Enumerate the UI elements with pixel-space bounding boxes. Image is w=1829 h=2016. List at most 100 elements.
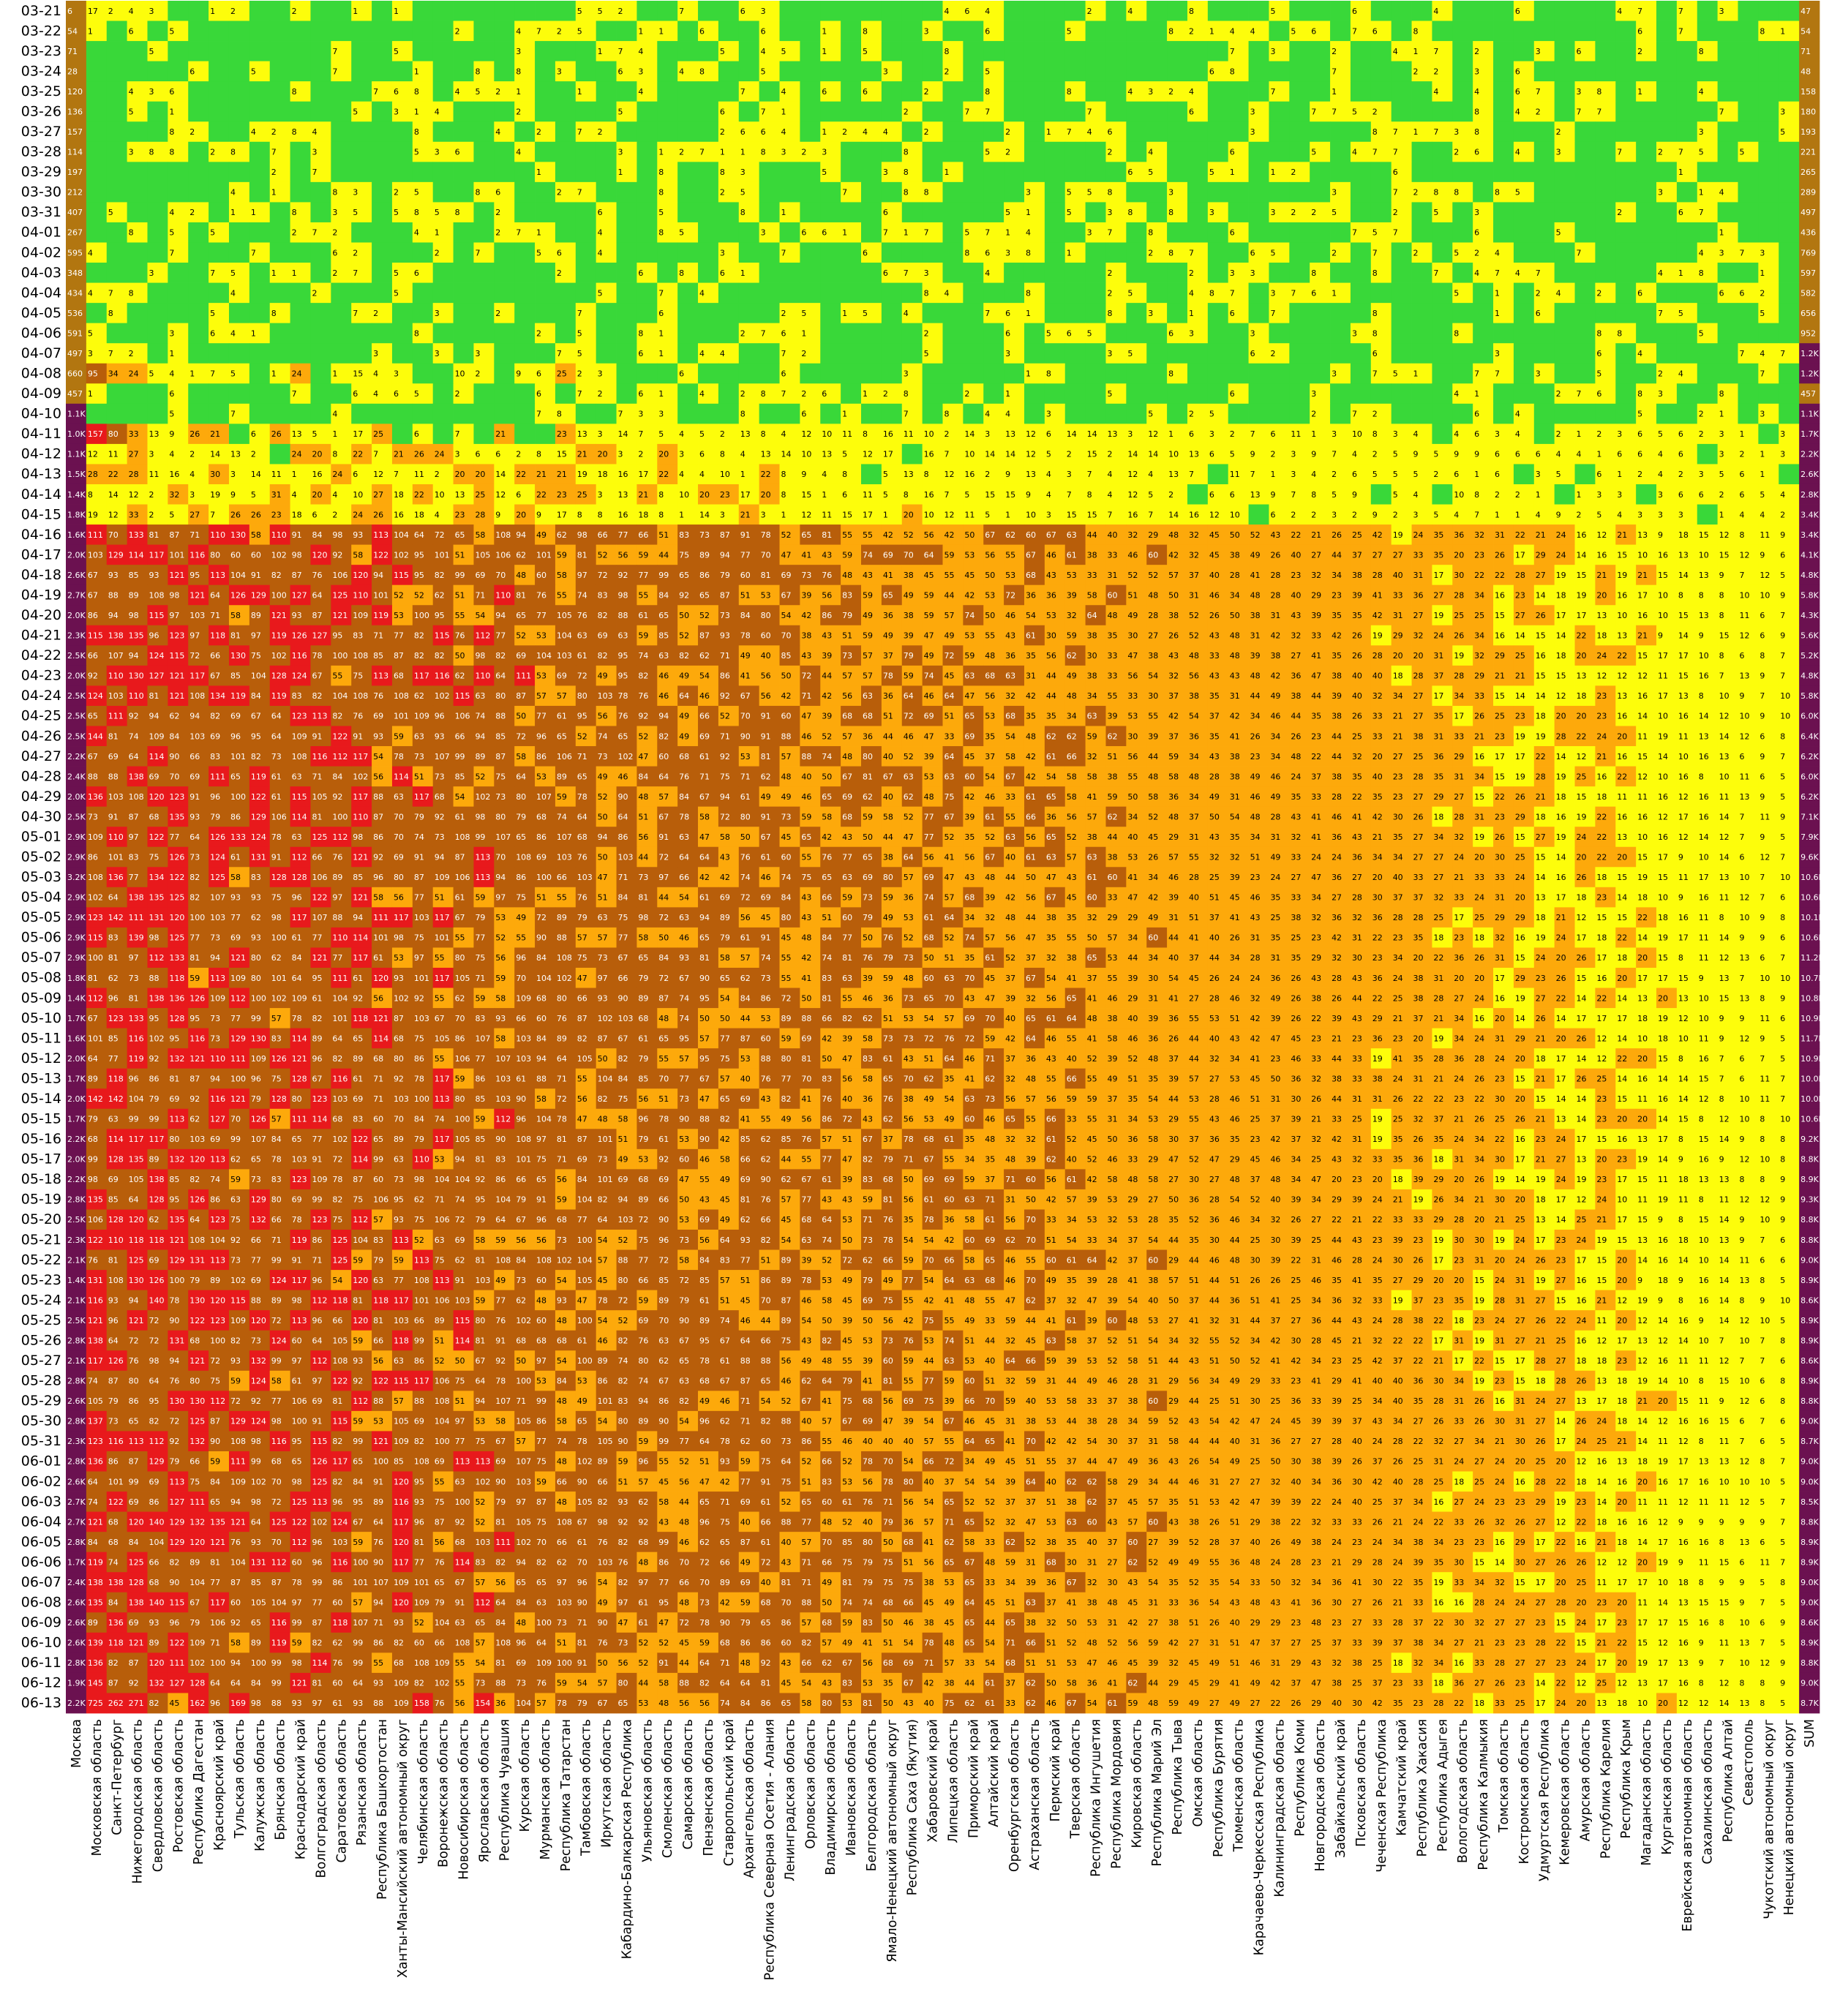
heatmap-cell	[1533, 41, 1555, 62]
heatmap-cell	[1044, 202, 1066, 223]
heatmap-cell	[1799, 81, 1820, 102]
heatmap-cell	[453, 242, 474, 263]
heatmap-cell	[1697, 81, 1719, 102]
heatmap-cell	[596, 263, 617, 283]
heatmap-cell	[1126, 141, 1147, 162]
heatmap-cell	[1452, 162, 1473, 183]
heatmap-cell	[698, 242, 719, 263]
heatmap-cell	[1310, 343, 1331, 364]
heatmap-cell	[1779, 20, 1800, 42]
heatmap-cell	[983, 383, 1004, 405]
heatmap-cell	[331, 141, 352, 162]
heatmap-cell	[209, 121, 230, 143]
heatmap-cell	[391, 81, 413, 102]
heatmap-cell	[310, 61, 331, 82]
heatmap-cell	[1248, 141, 1269, 162]
heatmap-cell	[841, 1, 862, 21]
heatmap-cell	[290, 403, 311, 424]
heatmap-cell	[310, 41, 331, 62]
heatmap-cell	[1636, 363, 1657, 384]
heatmap-cell	[1370, 101, 1392, 122]
heatmap-cell	[127, 81, 148, 102]
heatmap-cell	[269, 242, 290, 263]
heatmap-cell	[269, 222, 290, 243]
heatmap-cell	[738, 121, 760, 143]
heatmap-cell	[820, 20, 841, 42]
heatmap-cell	[1656, 81, 1678, 102]
heatmap-cell	[922, 41, 943, 62]
heatmap-cell	[1574, 61, 1596, 82]
heatmap-cell	[1452, 41, 1473, 62]
heatmap-cell	[269, 443, 290, 464]
heatmap-cell	[228, 424, 250, 445]
heatmap-cell	[1105, 81, 1127, 102]
heatmap-cell	[432, 1, 454, 21]
heatmap-cell	[1085, 61, 1106, 82]
heatmap-cell	[188, 282, 209, 304]
heatmap-cell	[290, 101, 311, 122]
heatmap-cell	[228, 61, 250, 82]
heatmap-cell	[657, 141, 678, 162]
heatmap-cell	[1738, 20, 1759, 42]
heatmap-cell	[1248, 383, 1269, 405]
heatmap-cell	[820, 202, 841, 223]
heatmap-cell	[636, 303, 658, 324]
heatmap-cell	[1432, 141, 1453, 162]
heatmap-cell	[800, 263, 821, 283]
heatmap-cell	[1738, 1, 1759, 21]
heatmap-cell	[1452, 343, 1473, 364]
heatmap-cell	[453, 263, 474, 283]
heatmap-cell	[1167, 61, 1188, 82]
heatmap-cell	[514, 323, 536, 344]
heatmap-cell	[228, 20, 250, 42]
heatmap-cell	[616, 61, 637, 82]
heatmap-cell	[1004, 263, 1025, 283]
heatmap-cell	[575, 81, 597, 102]
heatmap-cell	[1513, 162, 1535, 183]
heatmap-cell	[1207, 20, 1229, 42]
heatmap-cell	[800, 20, 821, 42]
heatmap-cell	[453, 181, 474, 203]
heatmap-cell	[1167, 343, 1188, 364]
heatmap-cell	[1228, 101, 1249, 122]
heatmap-cell	[1167, 141, 1188, 162]
heatmap-cell	[596, 181, 617, 203]
heatmap-cell	[86, 61, 108, 82]
heatmap-cell	[147, 121, 168, 143]
heatmap-cell	[1717, 303, 1738, 324]
heatmap-cell	[1167, 263, 1188, 283]
heatmap-cell	[1779, 282, 1800, 304]
heatmap-cell	[1432, 20, 1453, 42]
heatmap-cell	[1330, 141, 1351, 162]
heatmap-cell	[1167, 303, 1188, 324]
heatmap-cell	[1330, 20, 1351, 42]
heatmap-cell	[1044, 303, 1066, 324]
heatmap-cell	[1473, 323, 1494, 344]
heatmap-cell	[575, 222, 597, 243]
heatmap-cell	[1779, 121, 1800, 143]
heatmap-cell	[698, 181, 719, 203]
heatmap-cell	[1513, 141, 1535, 162]
heatmap-cell	[1656, 61, 1678, 82]
heatmap-cell	[535, 424, 556, 445]
heatmap-cell	[1085, 363, 1106, 384]
heatmap-cell	[1574, 323, 1596, 344]
heatmap-cell	[1574, 263, 1596, 283]
heatmap-cell	[1758, 202, 1779, 223]
heatmap-cell	[1187, 181, 1209, 203]
heatmap-cell	[1207, 303, 1229, 324]
heatmap-cell	[575, 101, 597, 122]
heatmap-cell	[1310, 20, 1331, 42]
heatmap-cell	[738, 242, 760, 263]
heatmap-cell	[1615, 343, 1637, 364]
heatmap-cell	[1411, 141, 1432, 162]
heatmap-cell	[168, 61, 189, 82]
heatmap-cell	[616, 303, 637, 324]
heatmap-cell	[514, 202, 536, 223]
heatmap-cell	[310, 1, 331, 21]
heatmap-cell	[1697, 222, 1719, 243]
heatmap-cell	[841, 282, 862, 304]
heatmap-cell	[555, 61, 577, 82]
heatmap-cell	[1024, 383, 1045, 405]
heatmap-cell	[1350, 1, 1372, 21]
